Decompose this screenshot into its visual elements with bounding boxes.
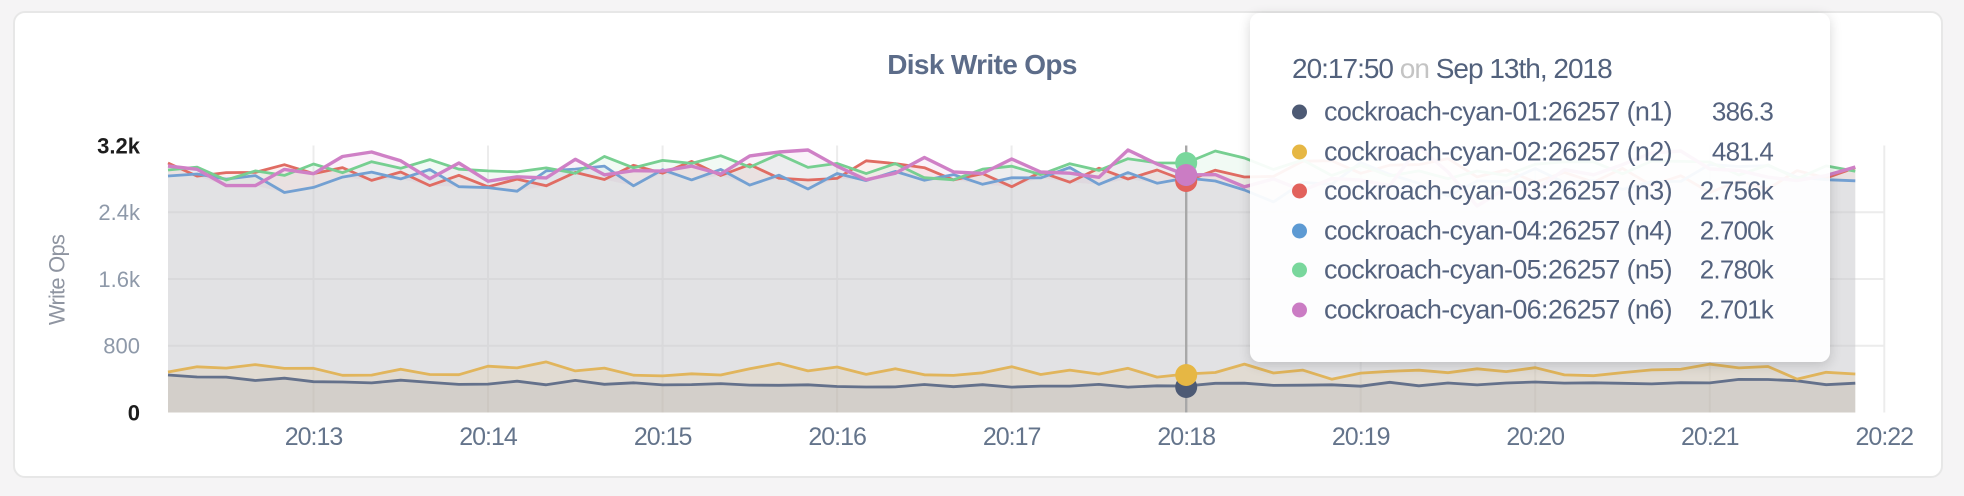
svg-text:20:14: 20:14: [459, 423, 518, 451]
svg-text:20:15: 20:15: [634, 423, 692, 451]
svg-text:3.2k: 3.2k: [97, 133, 141, 158]
svg-text:0: 0: [128, 400, 140, 425]
svg-text:20:16: 20:16: [808, 423, 866, 451]
svg-text:Write Ops: Write Ops: [45, 234, 70, 325]
svg-text:20:20: 20:20: [1506, 423, 1564, 451]
svg-text:20:22: 20:22: [1856, 423, 1914, 451]
svg-text:20:18: 20:18: [1157, 423, 1215, 451]
svg-text:2.4k: 2.4k: [98, 200, 141, 225]
svg-text:20:21: 20:21: [1681, 423, 1739, 451]
svg-text:20:13: 20:13: [285, 423, 343, 451]
svg-text:20:17: 20:17: [983, 423, 1041, 451]
svg-text:1.6k: 1.6k: [98, 267, 141, 292]
svg-text:20:19: 20:19: [1332, 423, 1390, 451]
svg-text:800: 800: [103, 334, 140, 359]
